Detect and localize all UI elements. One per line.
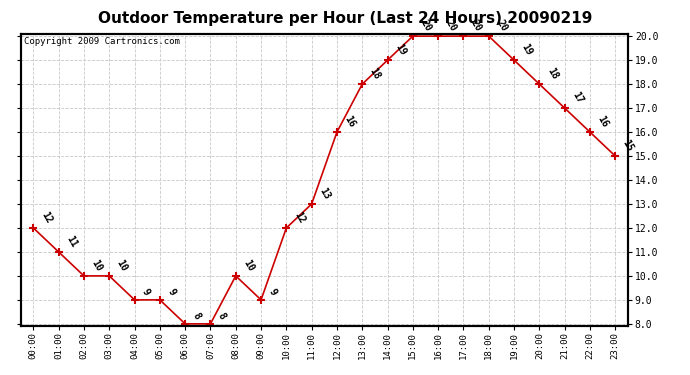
Text: 16: 16 xyxy=(595,114,610,129)
Text: 12: 12 xyxy=(39,210,53,225)
Text: 10: 10 xyxy=(90,258,104,273)
Text: 10: 10 xyxy=(115,258,129,273)
Text: 9: 9 xyxy=(140,287,152,297)
Text: Outdoor Temperature per Hour (Last 24 Hours) 20090219: Outdoor Temperature per Hour (Last 24 Ho… xyxy=(98,11,592,26)
Text: 13: 13 xyxy=(317,186,332,201)
Text: 20: 20 xyxy=(418,18,433,33)
Text: 9: 9 xyxy=(266,287,278,297)
Text: 18: 18 xyxy=(545,66,560,81)
Text: 8: 8 xyxy=(216,311,228,321)
Text: 8: 8 xyxy=(190,311,202,321)
Text: 19: 19 xyxy=(393,42,408,57)
Text: Copyright 2009 Cartronics.com: Copyright 2009 Cartronics.com xyxy=(23,37,179,46)
Text: 20: 20 xyxy=(469,18,484,33)
Text: 16: 16 xyxy=(342,114,357,129)
Text: 10: 10 xyxy=(241,258,256,273)
Text: 9: 9 xyxy=(166,287,177,297)
Text: 17: 17 xyxy=(570,90,584,105)
Text: 18: 18 xyxy=(368,66,382,81)
Text: 11: 11 xyxy=(64,234,79,249)
Text: 19: 19 xyxy=(520,42,534,57)
Text: 12: 12 xyxy=(292,210,306,225)
Text: 20: 20 xyxy=(494,18,509,33)
Text: 20: 20 xyxy=(444,18,458,33)
Text: 15: 15 xyxy=(621,138,635,153)
